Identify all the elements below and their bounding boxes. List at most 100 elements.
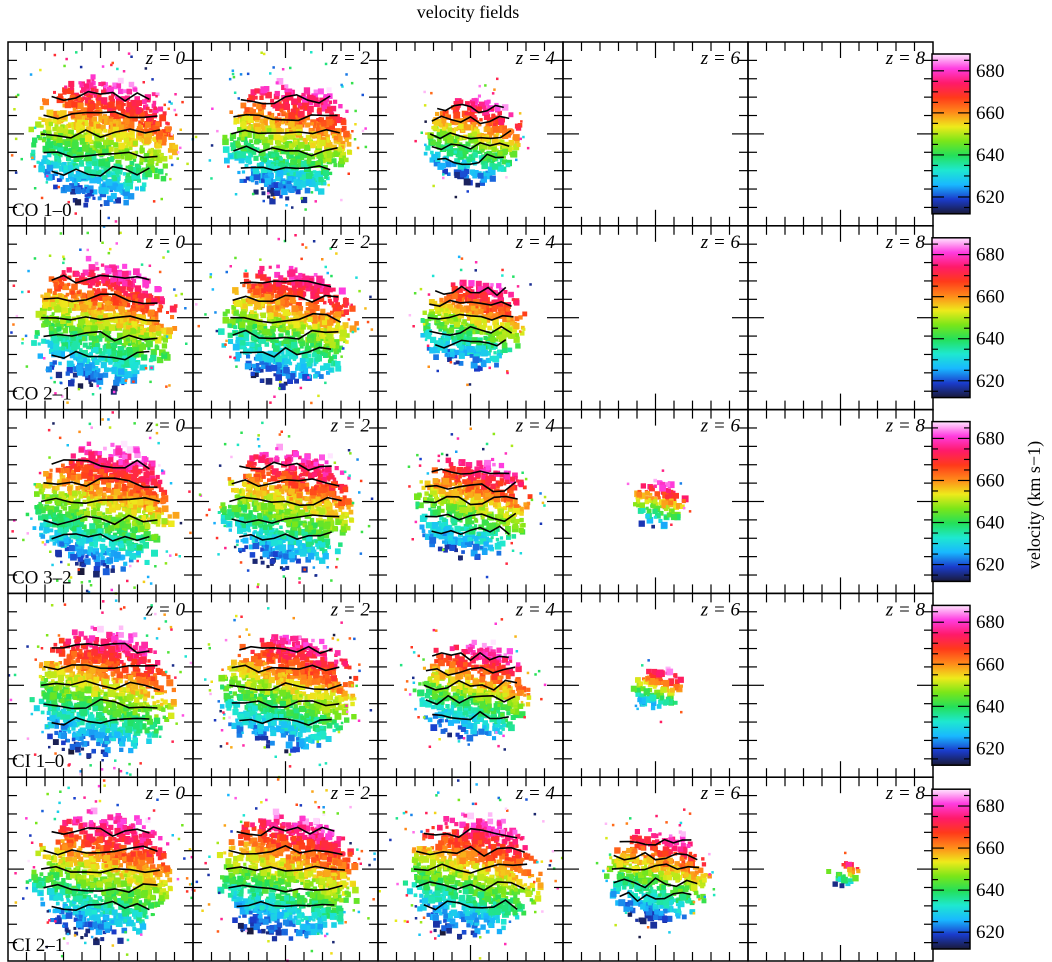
velocity-pixel [79,137,87,145]
velocity-pixel [284,89,289,94]
velocity-pixel [124,119,130,125]
velocity-pixel [287,378,293,384]
velocity-pixel [41,138,46,143]
velocity-pixel [142,327,146,332]
velocity-pixel [169,305,177,313]
velocity-pixel [297,102,304,109]
velocity-pixel [464,147,469,151]
velocity-pixel [478,358,482,362]
velocity-pixel [145,318,152,326]
velocity-pixel [72,107,76,111]
velocity-pixel [269,118,275,124]
velocity-pixel [271,352,278,359]
velocity-pixel [278,182,283,188]
velocity-pixel [477,172,484,179]
velocity-pixel [57,336,63,342]
velocity-pixel [436,369,439,373]
velocity-pixel [497,165,504,172]
velocity-pixel [460,257,464,260]
velocity-pixel [118,312,123,316]
velocity-pixel [291,311,296,316]
velocity-pixel [72,149,76,153]
velocity-pixel [349,325,357,333]
velocity-pixel [128,287,134,292]
velocity-pixel [339,329,347,337]
velocity-pixel [277,237,280,241]
velocity-pixel [285,184,293,191]
velocity-pixel [487,129,494,136]
velocity-pixel [140,329,145,335]
panel: z = 0CO 3–2 [7,408,194,595]
velocity-pixel [293,331,299,337]
velocity-pixel [459,268,463,272]
velocity-pixel [88,264,96,271]
velocity-pixel [345,333,350,338]
velocity-pixel [239,178,244,183]
velocity-pixel [54,154,58,158]
velocity-pixel [288,312,292,316]
velocity-pixel [110,277,118,285]
velocity-pixel [94,176,101,184]
velocity-pixel [174,113,178,117]
velocity-pixel [110,265,117,273]
velocity-pixel [289,149,295,155]
velocity-pixel [275,175,281,182]
velocity-pixel [75,277,82,284]
velocity-pixel [467,133,474,139]
velocity-pixel [318,339,323,344]
velocity-pixel [275,317,282,324]
velocity-pixel [85,154,92,162]
velocity-pixel [157,307,163,313]
velocity-pixel [179,128,182,131]
velocity-pixel [61,342,69,349]
velocity-pixel [95,283,99,287]
velocity-pixel [257,323,261,327]
velocity-pixel [114,220,118,223]
velocity-pixel [318,296,325,302]
velocity-pixel [361,129,365,133]
velocity-pixel [94,261,99,266]
velocity-pixel [243,140,249,146]
velocity-pixel [31,340,37,346]
velocity-pixel [428,299,435,305]
velocity-pixel [211,107,214,110]
velocity-pixel [230,145,237,152]
velocity-pixel [427,293,431,296]
velocity-pixel [333,99,338,104]
velocity-pixel [340,119,347,126]
velocity-pixel [449,295,454,300]
velocity-pixel [316,142,323,149]
velocity-pixel [251,329,258,336]
velocity-pixel [108,367,113,372]
velocity-pixel [500,310,505,315]
velocity-pixel [144,367,148,370]
velocity-pixel [138,120,144,126]
velocity-pixel [62,328,69,334]
velocity-pixel [259,337,266,344]
velocity-pixel [41,494,48,500]
velocity-pixel [260,166,268,173]
velocity-pixel [62,162,67,167]
velocity-pixel [333,348,339,355]
velocity-pixel [150,132,155,136]
velocity-pixel [299,180,307,188]
velocity-pixel [492,143,498,149]
velocity-pixel [24,334,28,338]
velocity-pixel [194,135,198,139]
velocity-pixel [285,135,289,139]
velocity-pixel [235,336,243,344]
velocity-pixel [263,143,270,150]
velocity-pixel [328,288,333,293]
velocity-pixel [111,355,118,362]
velocity-pixel [441,118,447,124]
velocity-pixel [337,147,342,152]
velocity-pixel [144,112,149,117]
velocity-pixel [116,332,123,339]
velocity-pixel [156,331,162,337]
velocity-pixel [237,127,242,132]
velocity-pixel [280,144,286,150]
velocity-pixel [80,272,85,277]
velocity-pixel [80,98,85,102]
panel: z = 8 [747,41,934,227]
